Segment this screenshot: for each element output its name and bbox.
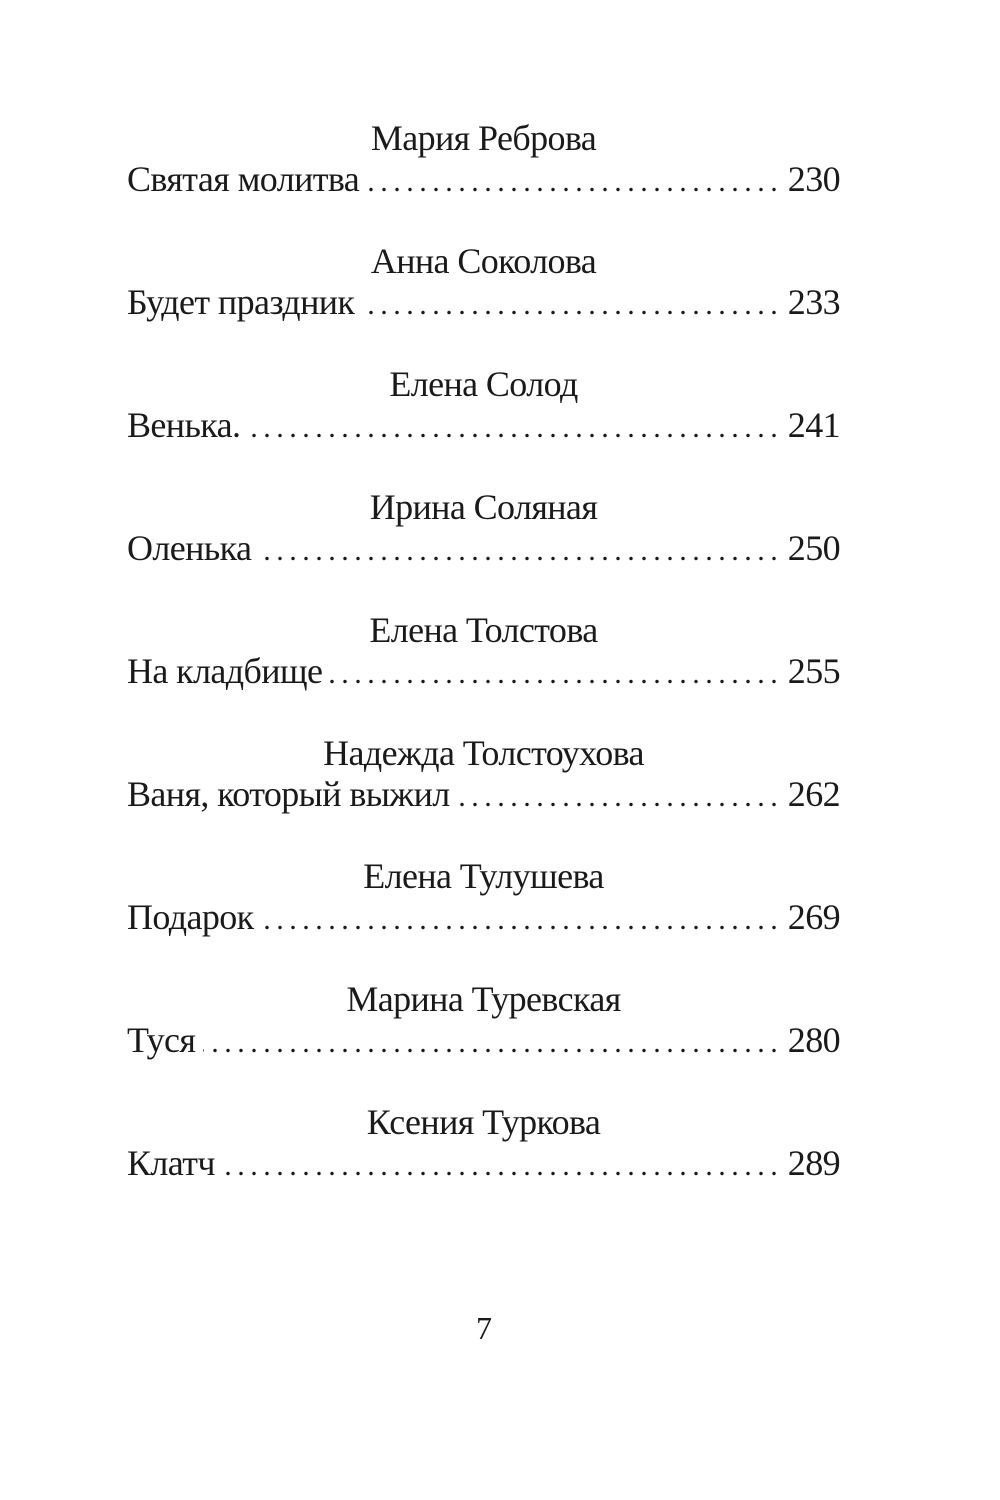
dot-leader: [203, 1020, 777, 1063]
page-number: 7: [476, 1310, 492, 1346]
dot-leader: [458, 774, 778, 817]
page-ref: 250: [787, 528, 841, 568]
dot-leader: [262, 897, 778, 940]
toc-line: Туся 280: [127, 1020, 841, 1063]
author-name: Надежда Толстоухова: [323, 733, 644, 773]
author-name: Елена Солод: [389, 364, 578, 404]
toc-entry: Ирина Соляная Оленька 250: [127, 487, 841, 610]
toc-line: Святая молитва 230: [127, 159, 841, 202]
toc-entry: Елена Солод Венька. 241: [127, 364, 841, 487]
dot-leader: [367, 159, 778, 202]
page-ref: 233: [787, 282, 841, 322]
dot-leader: [248, 405, 777, 448]
toc-entry: Елена Тулушева Подарок 269: [127, 856, 841, 979]
toc-entry: Марина Туревская Туся 280: [127, 979, 841, 1102]
story-title: Ваня, который выжил: [127, 774, 450, 814]
page-ref: 280: [787, 1020, 841, 1060]
author-name: Мария Реброва: [370, 118, 597, 158]
toc-entry: Елена Толстова На кладбище 255: [127, 610, 841, 733]
toc-entry: Ксения Туркова Клатч 289: [127, 1102, 841, 1225]
page-ref: 255: [787, 651, 841, 691]
page-ref: 230: [787, 159, 841, 199]
author-name: Елена Толстова: [369, 610, 598, 650]
story-title: Святая молитва: [127, 159, 360, 199]
dot-leader: [330, 651, 777, 694]
toc-line: Венька. 241: [127, 405, 841, 448]
author-name: Анна Соколова: [370, 241, 597, 281]
story-title: Туся: [127, 1020, 196, 1060]
toc-line: Ваня, который выжил 262: [127, 774, 841, 817]
dot-leader: [223, 1143, 778, 1186]
toc-line: Подарок 269: [127, 897, 841, 940]
toc-line: Будет праздник 233: [127, 282, 841, 325]
author-name: Марина Туревская: [346, 979, 621, 1019]
dot-leader: [362, 282, 778, 325]
story-title: Будет праздник: [127, 282, 355, 322]
page-ref: 289: [787, 1143, 841, 1183]
page-ref: 241: [787, 405, 841, 445]
author-name: Ирина Соляная: [369, 487, 598, 527]
toc-line: На кладбище 255: [127, 651, 841, 694]
toc-entry: Анна Соколова Будет праздник 233: [127, 241, 841, 364]
story-title: Подарок: [127, 897, 254, 937]
dot-leader: [259, 528, 777, 571]
story-title: Клатч: [127, 1143, 215, 1183]
page-ref: 262: [787, 774, 841, 814]
author-name: Ксения Туркова: [366, 1102, 601, 1142]
author-name: Елена Тулушева: [363, 856, 604, 896]
page-ref: 269: [787, 897, 841, 937]
toc-line: Оленька 250: [127, 528, 841, 571]
story-title: На кладбище: [127, 651, 323, 691]
story-title: Венька.: [127, 405, 241, 445]
toc-line: Клатч 289: [127, 1143, 841, 1186]
story-title: Оленька: [127, 528, 252, 568]
